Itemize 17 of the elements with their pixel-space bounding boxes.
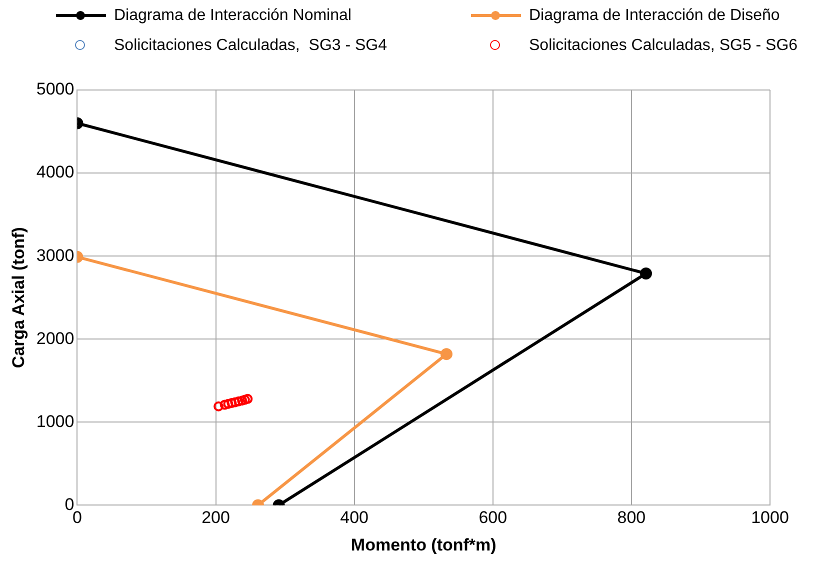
- x-tick-label: 400: [340, 508, 369, 528]
- legend-label: Solicitaciones Calculadas, SG5 - SG6: [529, 37, 798, 55]
- y-tick-label: 1000: [36, 412, 74, 431]
- x-tick-label: 600: [478, 508, 508, 528]
- legend-label: Diagrama de Interacción de Diseño: [529, 7, 780, 25]
- x-tick-label: 1000: [751, 508, 789, 528]
- x-tick-label: 800: [617, 508, 646, 528]
- y-tick-label: 4000: [36, 162, 74, 182]
- x-tick-label: 200: [202, 508, 230, 528]
- y-axis-title: Carga Axial (tonf): [8, 227, 28, 368]
- y-tick-label: 2000: [36, 328, 74, 348]
- y-tick-label: 0: [64, 494, 74, 514]
- x-axis-title: Momento (tonf*m): [350, 535, 496, 554]
- y-tick-label: 5000: [36, 80, 74, 99]
- legend-label: Solicitaciones Calculadas, SG3 - SG4: [114, 37, 388, 55]
- legend-label: Diagrama de Interacción Nominal: [114, 7, 352, 25]
- y-tick-label: 3000: [36, 246, 74, 265]
